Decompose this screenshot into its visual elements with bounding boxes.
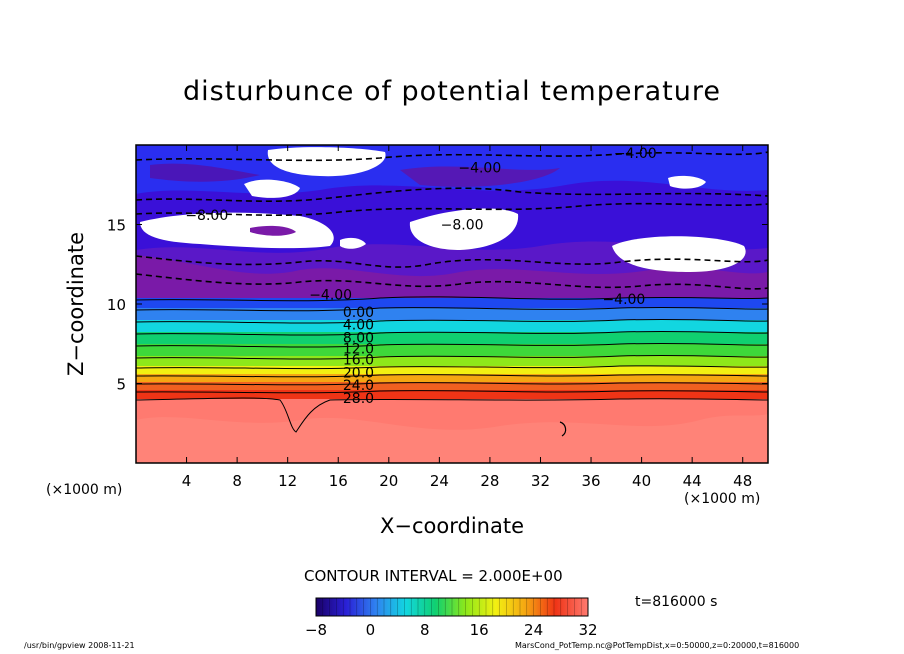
purple-patch-3 <box>250 225 296 236</box>
contour-label: 8.00 <box>343 330 374 346</box>
contour-labels: −4.00 −4.00 −8.00 −8.00 −4.00 −4.00 0.004.008.… <box>185 146 656 407</box>
x-axis-label: X−coordinate <box>380 514 524 538</box>
x-axis: 4 8 12 16 20 24 28 32 36 40 44 48 <box>182 145 752 490</box>
band <box>136 356 768 366</box>
contour-label: −4.00 <box>614 146 657 162</box>
colorbar-tick-label: 8 <box>420 621 430 639</box>
x-tick-label: 24 <box>430 472 449 490</box>
colorbar-stripes <box>322 598 582 616</box>
x-tick-label: 28 <box>480 472 499 490</box>
band <box>136 374 768 382</box>
contour-interval-text: CONTOUR INTERVAL = 2.000E+00 <box>304 567 563 585</box>
colorbar-tick-label: 0 <box>366 621 376 639</box>
contour-label: −4.00 <box>309 287 352 303</box>
x-tick-label: 12 <box>278 472 297 490</box>
contour-label: −8.00 <box>185 208 228 224</box>
colorbar-tick-label: −8 <box>305 621 327 639</box>
purple-patch <box>150 163 260 182</box>
contour-label: 24.0 <box>343 378 374 394</box>
y-tick-label: 15 <box>107 217 126 235</box>
negative-contours <box>136 151 768 290</box>
y-axis: 5 10 15 <box>107 217 768 394</box>
x-tick-label: 20 <box>379 472 398 490</box>
purple-band-2 <box>136 255 768 300</box>
x-tick-label: 40 <box>632 472 651 490</box>
blank-patch <box>612 236 746 272</box>
blank-patch <box>244 179 300 198</box>
contour-label: 12.0 <box>343 342 374 358</box>
x-tick-label: 36 <box>581 472 600 490</box>
blank-patch <box>140 212 334 249</box>
contour-label: 0.00 <box>343 305 374 321</box>
contour-label: −4.00 <box>458 160 501 176</box>
band <box>136 382 768 390</box>
chart-title: disturbunce of potential temperature <box>183 76 721 107</box>
y-tick-label: 5 <box>116 376 126 394</box>
x-tick-label: 8 <box>232 472 242 490</box>
x-tick-label: 48 <box>733 472 752 490</box>
blank-patch <box>668 175 706 189</box>
positive-contours <box>136 296 768 437</box>
colorbar-ticks: −8 0 8 16 24 32 <box>305 621 598 639</box>
y-tick-label: 10 <box>107 296 126 314</box>
footer-right-text: MarsCond_PotTemp.nc@PotTempDist,x=0:5000… <box>515 641 800 650</box>
band <box>136 366 768 374</box>
blank-patch <box>409 208 519 250</box>
colorbar: −8 0 8 16 24 32 <box>305 597 598 639</box>
colorbar-tick-label: 16 <box>470 621 489 639</box>
contour-label: −8.00 <box>441 218 484 234</box>
time-label: t=816000 s <box>635 594 718 610</box>
band <box>136 298 768 308</box>
y-axis-label: Z−coordinate <box>64 232 88 376</box>
footer-left-text: /usr/bin/gpview 2008-11-21 <box>24 641 135 650</box>
contour-label: −4.00 <box>602 292 645 308</box>
contour-label: 4.00 <box>343 318 374 334</box>
heatmap-field <box>136 145 768 463</box>
lower-shade <box>136 414 768 463</box>
x-unit-label-left: (×1000 m) <box>46 482 123 498</box>
x-unit-label-right: (×1000 m) <box>684 491 761 507</box>
x-tick-label: 16 <box>329 472 348 490</box>
band <box>136 390 768 399</box>
x-tick-label: 44 <box>683 472 702 490</box>
contour-label: 28.0 <box>343 391 374 407</box>
purple-patch-2 <box>400 166 560 187</box>
colorbar-tick-label: 32 <box>578 621 597 639</box>
blank-patch <box>267 147 386 177</box>
contour-label: 20.0 <box>343 365 374 381</box>
x-tick-label: 4 <box>182 472 192 490</box>
colorbar-tick-label: 24 <box>524 621 543 639</box>
contour-label: 16.0 <box>343 353 374 369</box>
blank-patch <box>340 237 366 249</box>
x-tick-label: 32 <box>531 472 550 490</box>
